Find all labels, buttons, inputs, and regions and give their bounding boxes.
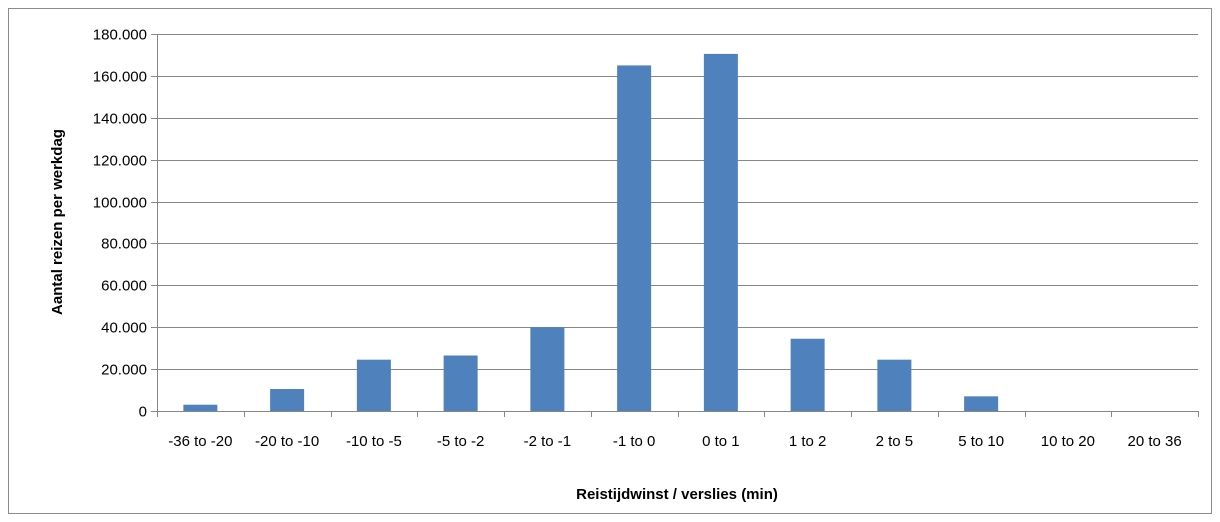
bar bbox=[877, 359, 912, 411]
chart-frame bbox=[8, 8, 1212, 514]
bar bbox=[530, 327, 565, 411]
bar bbox=[964, 396, 999, 411]
y-axis-title: Aantal reizen per werkdag bbox=[49, 129, 66, 315]
axes bbox=[151, 34, 1199, 417]
x-tick-label: 20 to 36 bbox=[1128, 433, 1182, 450]
gridlines bbox=[157, 34, 1198, 370]
bar bbox=[617, 65, 652, 412]
bar bbox=[703, 53, 738, 412]
x-axis-title: Reistijdwinst / verslies (min) bbox=[576, 486, 778, 503]
bar bbox=[270, 389, 305, 411]
x-tick-label: 2 to 5 bbox=[876, 433, 914, 450]
bars bbox=[183, 53, 999, 412]
x-tick-label: -10 to -5 bbox=[346, 433, 402, 450]
x-tick-label: 10 to 20 bbox=[1041, 433, 1095, 450]
bar bbox=[443, 355, 478, 411]
x-tick-label: 5 to 10 bbox=[958, 433, 1004, 450]
x-tick-labels: -36 to -20 -20 to -10 -10 to -5 -5 to -2 -2 … bbox=[168, 433, 1181, 450]
y-tick-label: 60.000 bbox=[101, 278, 147, 295]
x-tick-label: 1 to 2 bbox=[789, 433, 827, 450]
x-tick-label: -2 to -1 bbox=[524, 433, 572, 450]
y-tick-label: 180.000 bbox=[93, 27, 147, 44]
y-tick-label: 100.000 bbox=[93, 195, 147, 212]
y-tick-label: 140.000 bbox=[93, 111, 147, 128]
y-tick-label: 120.000 bbox=[93, 153, 147, 170]
y-tick-label: 80.000 bbox=[101, 236, 147, 253]
y-tick-label: 20.000 bbox=[101, 362, 147, 379]
y-tick-label: 40.000 bbox=[101, 320, 147, 337]
y-tick-label: 0 bbox=[139, 404, 147, 421]
x-tick-label: -1 to 0 bbox=[613, 433, 656, 450]
x-tick-label: -36 to -20 bbox=[168, 433, 232, 450]
bar bbox=[183, 404, 218, 411]
x-tick-label: -5 to -2 bbox=[437, 433, 485, 450]
x-tick-label: 0 to 1 bbox=[702, 433, 740, 450]
y-tick-labels: 0 20.000 40.000 60.000 80.000 100.000 120.000 1… bbox=[93, 27, 147, 421]
y-tick-label: 160.000 bbox=[93, 69, 147, 86]
bar bbox=[790, 338, 825, 411]
bar bbox=[356, 359, 391, 411]
x-tick-label: -20 to -10 bbox=[255, 433, 319, 450]
